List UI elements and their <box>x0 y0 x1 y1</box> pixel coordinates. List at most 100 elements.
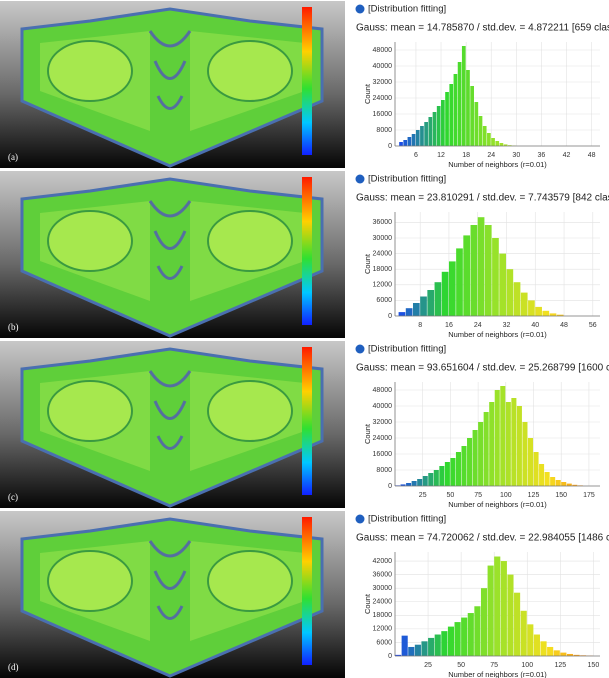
bar <box>441 631 448 656</box>
chart-subtitle: Gauss: mean = 23.810291 / std.dev. = 7.7… <box>356 193 609 204</box>
bar <box>470 225 478 316</box>
x-tick-label: 50 <box>457 662 465 669</box>
bar <box>401 635 408 656</box>
bar <box>441 100 445 146</box>
bar <box>527 624 534 656</box>
bar <box>542 310 550 316</box>
x-tick-label: 150 <box>588 662 600 669</box>
bar <box>572 484 578 486</box>
x-tick-label: 25 <box>419 492 427 499</box>
bar <box>477 217 485 316</box>
y-tick-label: 40000 <box>373 63 393 70</box>
y-tick-label: 24000 <box>373 95 393 102</box>
chart-subtitle: Gauss: mean = 93.651604 / std.dev. = 25.… <box>356 363 609 374</box>
bar <box>398 312 406 316</box>
bar <box>489 402 495 486</box>
point-cloud-image <box>0 509 347 678</box>
y-tick-label: 40000 <box>373 403 393 410</box>
bar <box>550 477 556 486</box>
bar <box>455 452 461 486</box>
icon <box>355 174 365 184</box>
bar <box>444 462 450 486</box>
bar <box>424 122 428 146</box>
y-tick-label: 36000 <box>373 219 393 226</box>
bar <box>420 296 427 316</box>
bar <box>422 476 428 486</box>
bar <box>492 238 499 316</box>
bar <box>395 654 402 656</box>
y-tick-label: 6000 <box>376 639 392 646</box>
bar <box>456 248 463 316</box>
bar <box>506 269 514 316</box>
y-tick-label: 30000 <box>373 235 393 242</box>
bar <box>494 556 501 656</box>
x-tick-label: 8 <box>418 322 422 329</box>
chart-subtitle: Gauss: mean = 74.720062 / std.dev. = 22.… <box>356 533 609 544</box>
bar <box>514 592 521 656</box>
bar <box>403 140 408 146</box>
x-tick-label: 75 <box>474 492 482 499</box>
bar <box>400 484 406 486</box>
y-tick-label: 12000 <box>373 626 393 633</box>
point-cloud-image <box>0 169 347 340</box>
x-tick-label: 40 <box>531 322 539 329</box>
x-axis-label: Number of neighbors (r=0.01) <box>448 670 547 678</box>
bar <box>474 606 481 656</box>
bar <box>540 641 547 656</box>
bar <box>454 622 461 656</box>
bar <box>449 84 454 146</box>
bar <box>427 290 435 316</box>
x-tick-label: 56 <box>589 322 597 329</box>
chart-title: [Distribution fitting] <box>368 514 446 525</box>
icon <box>355 514 365 524</box>
bar <box>483 412 489 486</box>
bar <box>445 92 449 146</box>
bar <box>503 144 508 146</box>
x-axis-label: Number of neighbors (r=0.01) <box>448 160 547 169</box>
panel: (c) [Distribution fitting] Gauss: mean = 9… <box>0 339 609 510</box>
bar <box>428 473 434 486</box>
bar <box>421 641 428 656</box>
chart-title: [Distribution fitting] <box>368 174 446 185</box>
bar <box>553 650 560 656</box>
bar <box>491 138 495 146</box>
bar <box>406 483 412 486</box>
bar <box>474 102 479 146</box>
bar <box>439 466 445 486</box>
y-axis-label: Count <box>363 253 372 274</box>
bar <box>499 143 504 146</box>
y-tick-label: 48000 <box>373 387 393 394</box>
y-tick-label: 16000 <box>373 451 393 458</box>
bar <box>478 116 483 146</box>
bar <box>463 235 471 316</box>
y-tick-label: 12000 <box>373 282 393 289</box>
bar <box>414 644 421 656</box>
y-tick-label: 24000 <box>373 599 393 606</box>
bar <box>539 464 545 486</box>
y-tick-label: 32000 <box>373 419 393 426</box>
bar <box>461 446 467 486</box>
bar <box>428 637 435 656</box>
bar <box>507 574 514 656</box>
y-tick-label: 0 <box>388 483 392 490</box>
bar <box>560 652 567 656</box>
bar <box>484 225 492 316</box>
panel-label: (c) <box>8 492 18 502</box>
x-tick-label: 125 <box>554 662 566 669</box>
bar <box>487 133 491 146</box>
bar <box>450 458 456 486</box>
y-tick-label: 8000 <box>376 467 392 474</box>
bar <box>533 452 539 486</box>
y-tick-label: 8000 <box>376 127 392 134</box>
bar <box>513 282 521 316</box>
bar <box>561 482 567 486</box>
panel: (a) [Distribution fitting] Gauss: mean = 1… <box>0 0 609 170</box>
y-tick-label: 36000 <box>373 571 393 578</box>
x-tick-label: 175 <box>583 492 595 499</box>
y-axis-label: Count <box>363 423 372 444</box>
bar <box>457 62 462 146</box>
bar <box>499 253 506 316</box>
x-tick-label: 24 <box>474 322 482 329</box>
bar <box>467 613 474 656</box>
